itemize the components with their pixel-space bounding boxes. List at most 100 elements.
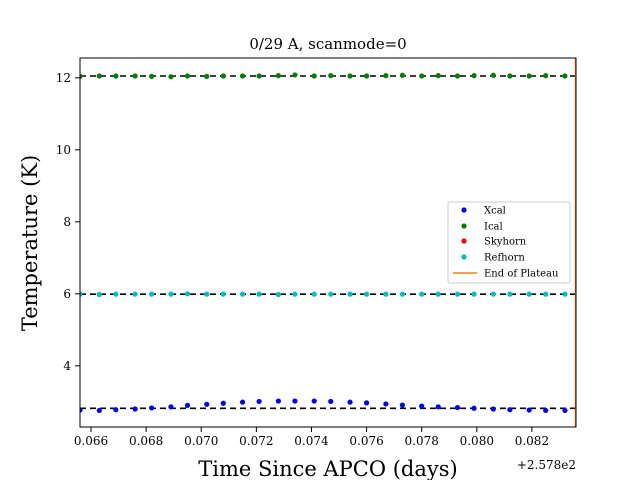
y-tick-label: 6: [63, 287, 71, 301]
x-axis-offset-label: +2.578e2: [517, 458, 576, 472]
x-tick-label: 0.072: [239, 434, 273, 448]
x-tick-label: 0.066: [74, 434, 108, 448]
ical-point: [275, 73, 281, 79]
refhorn-point: [471, 291, 477, 297]
refhorn-point: [256, 291, 262, 297]
refhorn-point: [562, 291, 568, 297]
refhorn-point: [526, 291, 532, 297]
xcal-point: [168, 404, 174, 410]
legend-label-end-of-plateau: End of Plateau: [484, 269, 559, 280]
ical-point: [184, 73, 191, 79]
legend-marker-ical: [461, 223, 467, 229]
xcal-point: [347, 399, 353, 405]
xcal-point: [383, 401, 389, 407]
legend-marker-xcal: [461, 207, 467, 213]
xcal-point: [96, 407, 102, 414]
ical-point: [383, 73, 389, 79]
y-tick-label: 8: [63, 215, 71, 229]
xcal-point: [399, 402, 405, 408]
ical-point: [149, 73, 155, 79]
x-axis-label: Time Since APCO (days): [198, 457, 457, 480]
ical-point: [347, 73, 353, 79]
xcal-point: [328, 398, 334, 405]
xcal-point: [507, 407, 513, 413]
xcal-point: [275, 398, 281, 404]
refhorn-point: [204, 291, 210, 297]
legend-marker-refhorn: [461, 254, 467, 260]
refhorn-point: [149, 291, 155, 297]
refhorn-point: [113, 291, 119, 297]
refhorn-point: [347, 291, 353, 297]
ical-point: [419, 73, 425, 79]
refhorn-point: [220, 291, 226, 297]
legend-label-xcal: Xcal: [484, 206, 506, 217]
refhorn-point: [80, 291, 83, 297]
ical-point: [256, 73, 262, 79]
xcal-point: [80, 407, 83, 413]
ical-point: [96, 73, 102, 79]
xcal-point: [132, 406, 138, 412]
xcal-point: [149, 405, 155, 411]
refhorn-point: [184, 291, 191, 297]
x-tick-label: 0.080: [460, 434, 494, 448]
ical-point: [328, 73, 334, 79]
ical-point: [80, 73, 83, 79]
x-tick-label: 0.082: [515, 434, 549, 448]
x-axis: 0.066 0.068 0.070 0.072 0.074 0.076 0.078 0.080…: [74, 427, 549, 448]
x-tick-label: 0.070: [184, 434, 218, 448]
legend-label-skyhorn: Skyhorn: [484, 237, 527, 248]
xcal-point: [562, 407, 568, 414]
refhorn-point: [363, 291, 370, 297]
refhorn-point: [239, 291, 246, 297]
xcal-point: [204, 401, 210, 407]
refhorn-point: [490, 291, 496, 297]
plot-frame: [79, 57, 577, 428]
ical-point: [454, 73, 461, 79]
ical-point: [526, 73, 532, 79]
ical-point: [113, 73, 119, 79]
xcal-point: [543, 407, 549, 414]
refhorn-point: [132, 291, 138, 297]
ical-point: [543, 73, 549, 79]
x-tick-label: 0.076: [349, 434, 383, 448]
legend-marker-skyhorn: [461, 238, 467, 244]
xcal-point: [435, 404, 441, 410]
ical-point: [471, 73, 477, 79]
xcal-point: [292, 398, 298, 404]
ical-point: [220, 73, 226, 79]
chart-title: 0/29 A, scanmode=0: [249, 35, 406, 53]
x-tick-label: 0.078: [405, 434, 439, 448]
y-tick-label: 4: [63, 359, 71, 373]
ical-point: [363, 73, 370, 79]
xcal-point: [526, 407, 532, 413]
y-tick-label: 12: [56, 71, 71, 85]
ical-point: [311, 73, 317, 79]
refhorn-point: [419, 291, 425, 297]
ical-point: [435, 73, 441, 79]
xcal-point: [220, 400, 226, 406]
ical-point: [292, 72, 298, 78]
ical-point: [507, 73, 513, 79]
legend-label-refhorn: Refhorn: [484, 253, 525, 264]
refhorn-point: [292, 291, 298, 297]
xcal-point: [471, 405, 477, 411]
refhorn-point: [543, 291, 549, 297]
y-axis-label: Temperature (K): [18, 155, 42, 331]
xcal-point: [113, 407, 119, 413]
refhorn-point: [328, 291, 334, 297]
refhorn-point: [383, 291, 389, 297]
xcal-point: [184, 402, 191, 408]
y-axis: 4 6 8 10 12: [56, 71, 80, 373]
legend-box: [447, 201, 571, 284]
refhorn-point: [168, 291, 174, 297]
ical-point: [168, 74, 174, 80]
xcal-point: [490, 406, 496, 412]
refhorn-point: [96, 291, 102, 298]
x-tick-label: 0.074: [294, 434, 329, 448]
ical-point: [239, 73, 246, 79]
refhorn-point: [507, 291, 513, 297]
data-points: [80, 72, 568, 414]
y-tick-label: 10: [56, 143, 71, 157]
legend: Xcal Ical Skyhorn Refhorn End of Plateau: [447, 201, 571, 284]
